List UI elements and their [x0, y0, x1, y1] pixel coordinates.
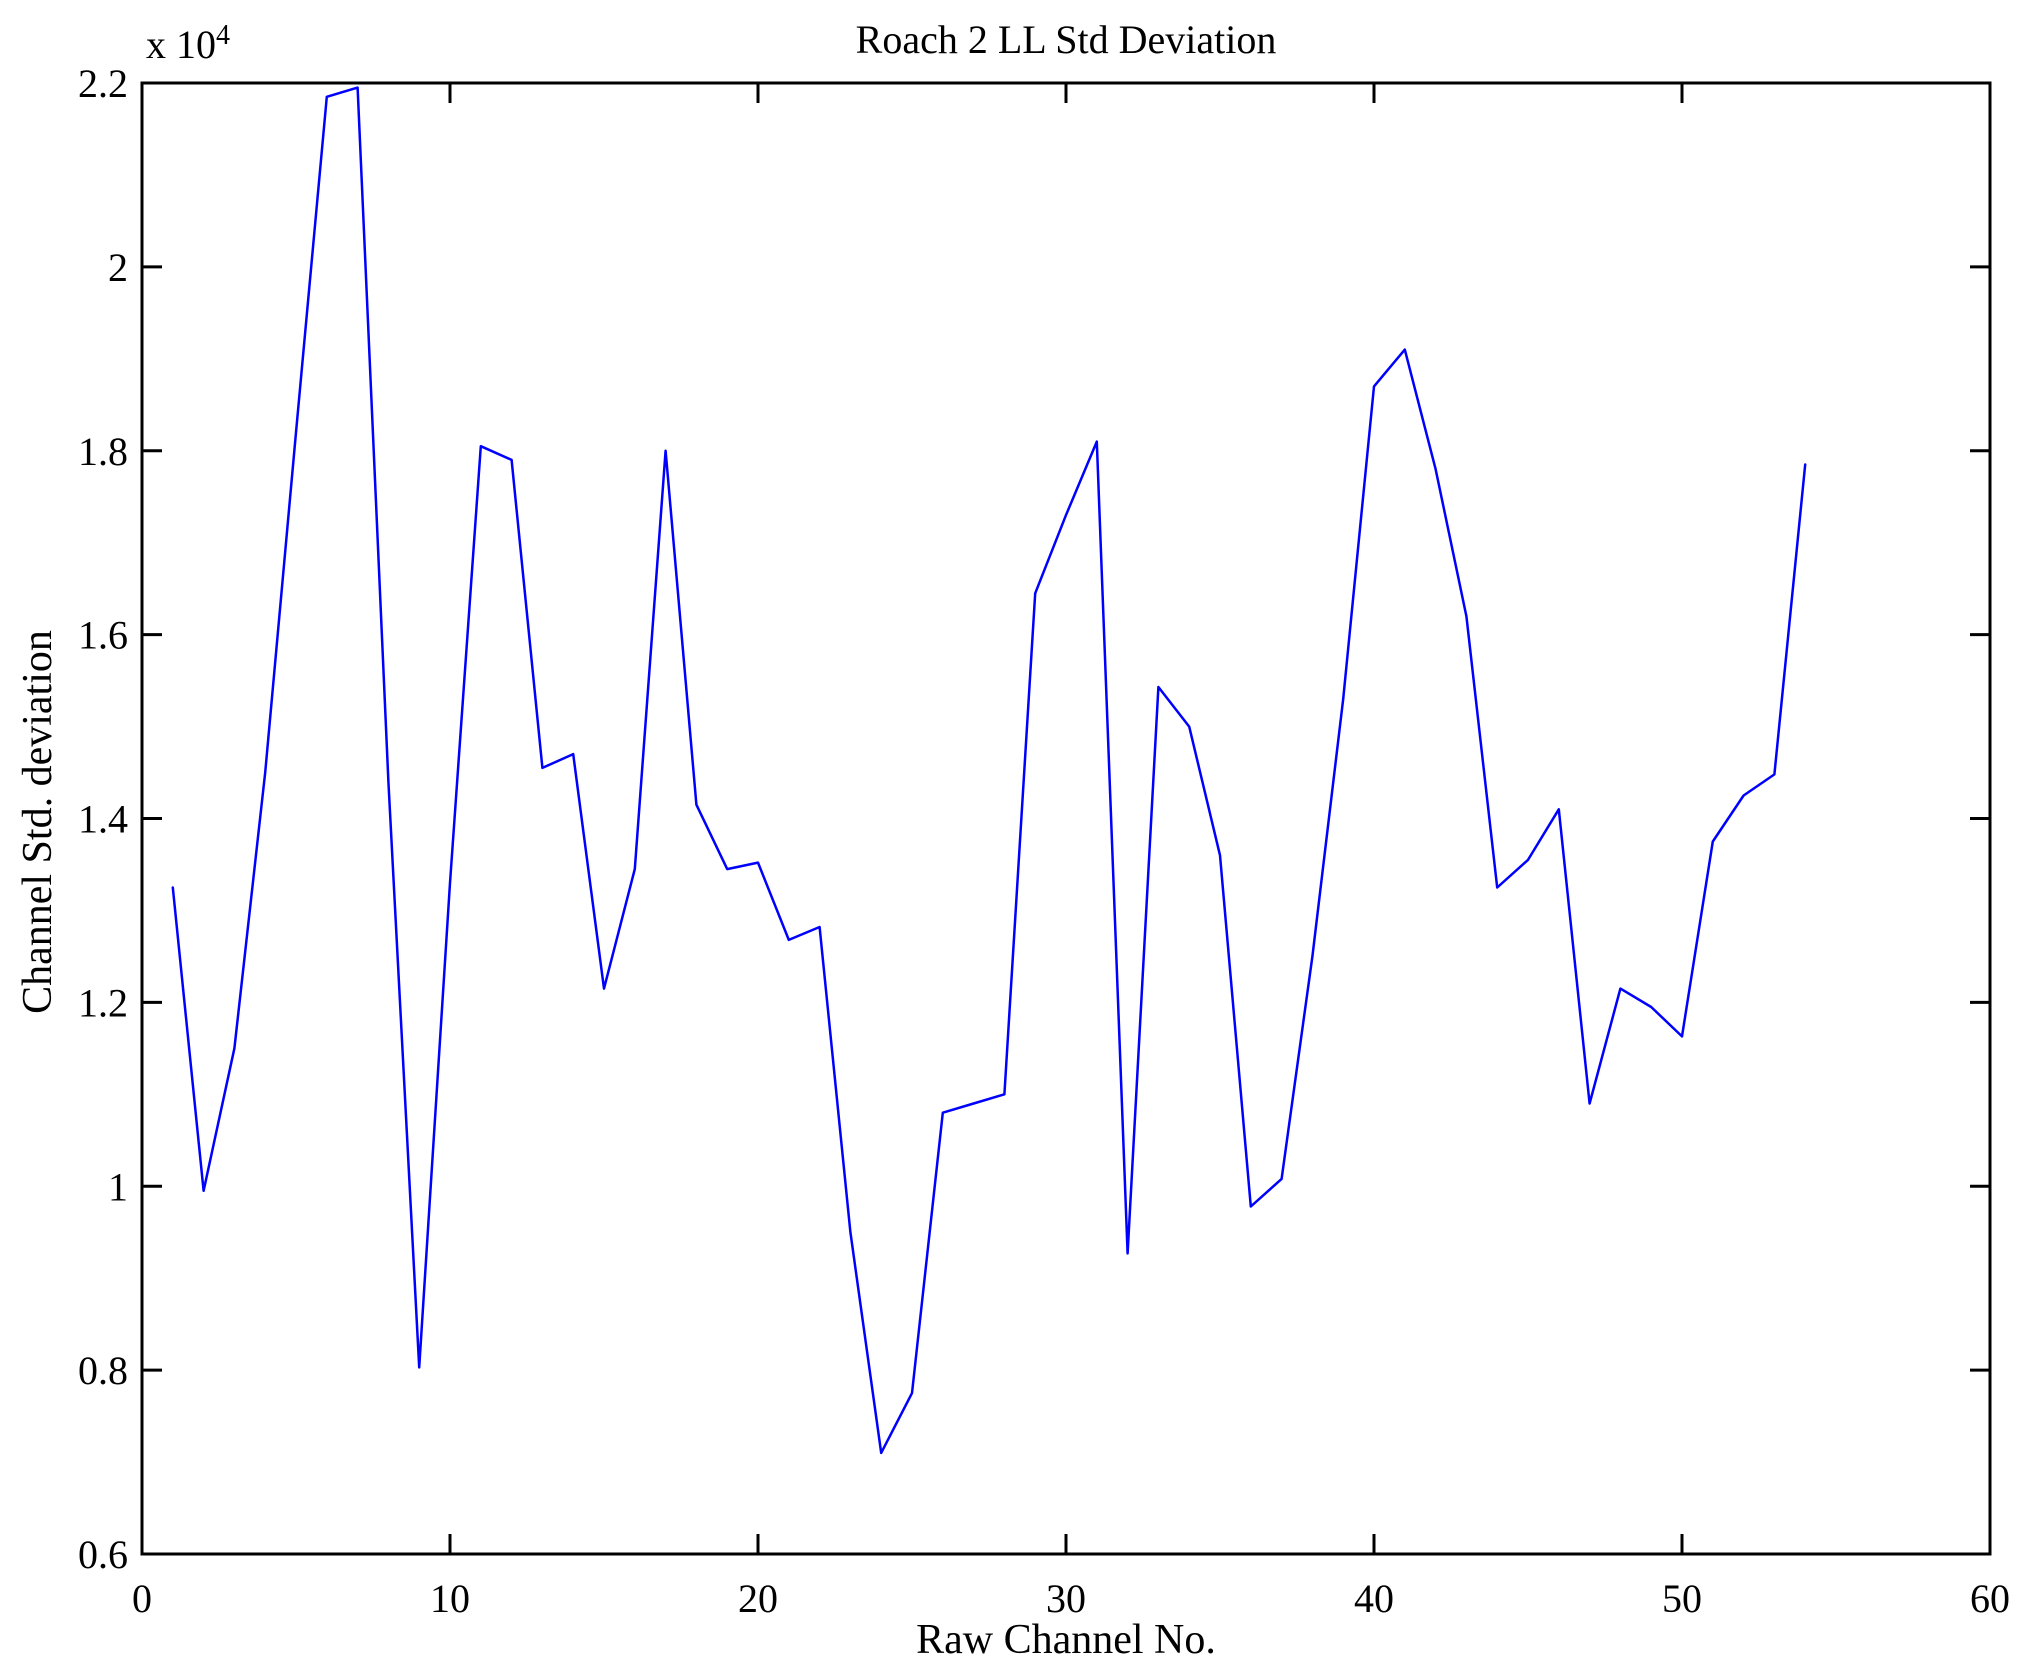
- y-tick-label: 1.2: [78, 980, 128, 1025]
- y-axis-offset-label: x 104: [146, 20, 230, 67]
- chart-title: Roach 2 LL Std Deviation: [855, 17, 1277, 62]
- x-tick-label: 60: [1970, 1576, 2010, 1621]
- x-axis-label: Raw Channel No.: [916, 1617, 1216, 1663]
- y-tick-label: 2.2: [78, 61, 128, 106]
- x-tick-label: 30: [1046, 1576, 1086, 1621]
- x-tick-label: 0: [132, 1576, 152, 1621]
- y-tick-label: 1.4: [78, 797, 128, 842]
- data-line: [171, 86, 1807, 1455]
- y-tick-label: 0.6: [78, 1532, 128, 1577]
- x-tick-label: 50: [1662, 1576, 1702, 1621]
- y-axis-label: Channel Std. deviation: [15, 630, 61, 1014]
- axes-box: [140, 81, 1992, 1556]
- x-tick-label: 10: [430, 1576, 470, 1621]
- y-tick-label: 1.8: [78, 429, 128, 474]
- y-tick-label: 2: [108, 245, 128, 290]
- y-tick-label: 0.8: [78, 1348, 128, 1393]
- offset-exponent: 4: [216, 20, 230, 51]
- x-tick-label: 20: [738, 1576, 778, 1621]
- x-tick-label: 40: [1354, 1576, 1394, 1621]
- y-tick-label: 1: [108, 1164, 128, 1209]
- y-tick-label: 1.6: [78, 613, 128, 658]
